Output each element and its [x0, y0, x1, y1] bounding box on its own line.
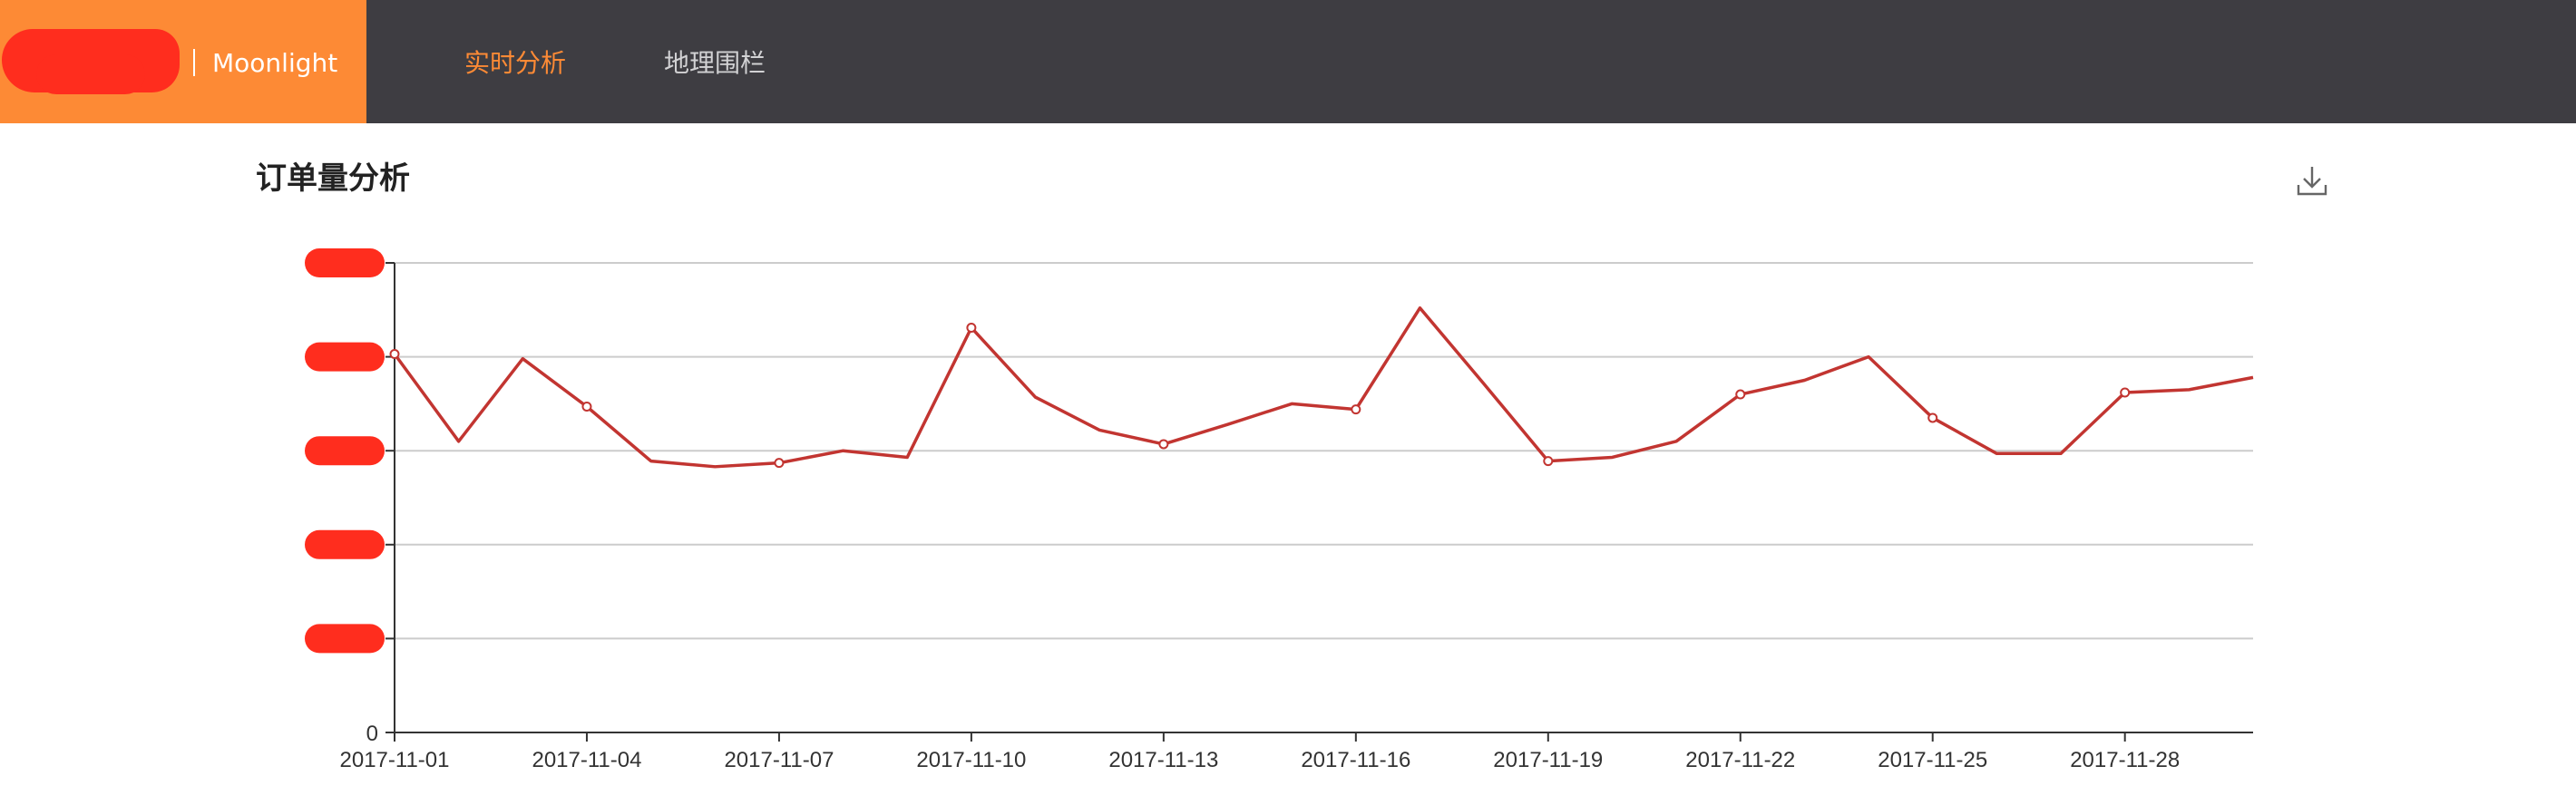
x-tick-label: 2017-11-19 — [1493, 748, 1603, 772]
data-point — [1351, 404, 1361, 415]
brand-divider — [193, 49, 195, 76]
data-point — [1927, 412, 1938, 423]
x-tick-label: 2017-11-25 — [1878, 748, 1987, 772]
redacted-y-tick-label — [305, 624, 385, 654]
x-tick-label: 2017-11-13 — [1108, 748, 1218, 772]
data-point — [581, 402, 592, 412]
x-tick-label: 2017-11-28 — [2070, 748, 2180, 772]
nav-item-realtime-analysis[interactable]: 实时分析 — [464, 48, 567, 78]
redacted-y-tick-label — [305, 436, 385, 466]
top-navigation-bar: Moonlight 实时分析 地理围栏 — [0, 0, 2576, 123]
chart-title: 订单量分析 — [256, 160, 410, 197]
data-point — [2120, 387, 2131, 398]
redacted-y-tick-label — [305, 529, 385, 559]
redacted-y-tick-label — [305, 342, 385, 372]
data-point — [966, 322, 977, 333]
data-point — [1158, 439, 1169, 450]
data-point — [774, 458, 785, 469]
redacted-y-tick-label — [305, 248, 385, 277]
data-point — [1735, 389, 1746, 400]
data-point — [1543, 456, 1554, 467]
x-tick-label: 2017-11-22 — [1685, 748, 1795, 772]
x-tick-label: 2017-11-07 — [724, 748, 834, 772]
y-tick-label: 0 — [366, 722, 378, 746]
redacted-logo-mark — [36, 54, 145, 94]
brand-area[interactable]: Moonlight — [0, 0, 366, 123]
app-name: Moonlight — [212, 48, 338, 78]
x-tick-label: 2017-11-04 — [532, 748, 641, 772]
x-tick-label: 2017-11-16 — [1301, 748, 1410, 772]
nav-item-geofence[interactable]: 地理围栏 — [664, 48, 766, 78]
x-tick-label: 2017-11-10 — [916, 748, 1026, 772]
series-line — [393, 306, 2254, 469]
x-tick-label: 2017-11-01 — [340, 748, 450, 772]
data-point — [389, 348, 400, 359]
download-icon[interactable] — [2295, 163, 2329, 199]
